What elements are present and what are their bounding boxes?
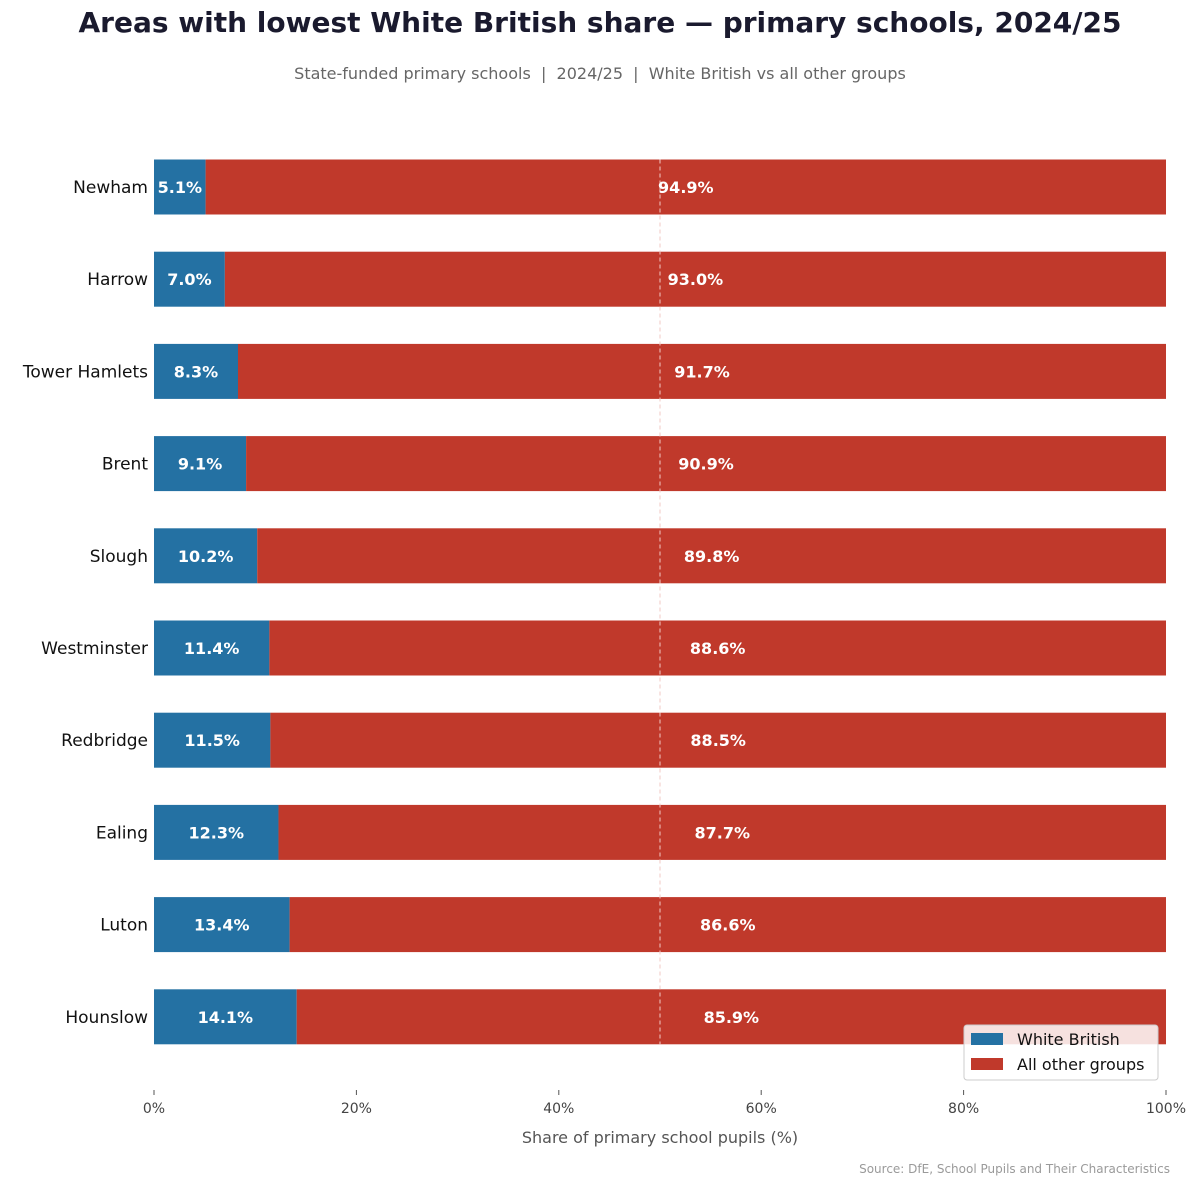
bar-white-british-2 [154,343,238,399]
legend-box [963,1024,1159,1081]
category-label: Hounslow [65,1008,148,1028]
data-label: 88.6% [690,639,746,658]
legend[interactable]: White British All other groups [963,1024,1159,1081]
category-label: Brent [102,455,149,475]
x-tick-label: 20% [341,1101,372,1117]
category-label: Redbridge [61,731,148,751]
data-label: 89.8% [684,547,740,566]
category-label: Westminster [41,639,148,659]
x-tick-label: 0% [143,1101,165,1117]
bar-white-british-3 [154,436,247,492]
chart-title: Areas with lowest White British share — … [78,6,1122,39]
data-label: 90.9% [678,455,734,474]
data-label: 88.5% [690,731,746,750]
bar-other-groups-6 [270,712,1166,768]
data-label: 12.3% [188,823,244,842]
bar-other-groups-4 [257,528,1166,584]
bar-white-british-4 [154,528,258,584]
bar-white-british-6 [154,712,271,768]
bar-white-british-0 [154,159,206,215]
bar-other-groups-5 [269,620,1166,676]
data-label: 7.0% [167,270,211,289]
category-label: Slough [90,547,148,567]
bar-other-groups-0 [205,159,1166,215]
data-label: 5.1% [158,178,202,197]
data-label: 94.9% [658,178,714,197]
category-label: Luton [100,916,148,936]
data-label: 87.7% [694,823,750,842]
data-label: 13.4% [194,916,250,935]
x-tick-label: 40% [543,1101,574,1117]
legend-entry: All other groups [1017,1055,1144,1074]
bar-white-british-8 [154,897,290,953]
legend-swatch [971,1058,1003,1070]
bar-white-british-1 [154,251,225,307]
data-label: 11.5% [184,731,240,750]
bar-white-british-5 [154,620,270,676]
source-note: Source: DfE, School Pupils and Their Cha… [859,1162,1170,1176]
data-label: 10.2% [178,547,234,566]
legend-swatch [971,1033,1003,1045]
chart-subtitle: State-funded primary schools | 2024/25 |… [294,64,906,83]
data-label: 9.1% [178,455,222,474]
x-axis: 0% 20% 40% 60% 80% 100% [143,1090,1186,1117]
legend-entry: White British [1017,1030,1120,1049]
bar-other-groups-7 [278,804,1166,860]
category-label: Ealing [96,823,148,843]
data-label: 14.1% [198,1008,254,1027]
category-label: Tower Hamlets [22,362,148,382]
bar-white-british-9 [154,989,297,1045]
x-tick-label: 60% [746,1101,777,1117]
bar-white-british-7 [154,804,279,860]
category-label: Newham [73,178,148,198]
x-axis-label: Share of primary school pupils (%) [522,1128,798,1147]
x-tick-label: 100% [1146,1101,1186,1117]
value-labels-group: 5.1% 94.9% 7.0% 93.0% 8.3% 91.7% 9.1% 90.9% 10.2… [158,178,759,1027]
bar-other-groups-3 [246,436,1167,492]
bar-other-groups-2 [237,343,1167,399]
data-label: 93.0% [668,270,724,289]
x-tick-label: 80% [948,1101,979,1117]
bar-other-groups-1 [224,251,1167,307]
data-label: 8.3% [174,362,218,381]
data-label: 91.7% [674,362,730,381]
category-label: Harrow [87,270,148,290]
bars-group [154,159,1167,1045]
bar-other-groups-8 [289,897,1166,953]
data-label: 86.6% [700,916,756,935]
data-label: 85.9% [704,1008,760,1027]
data-label: 11.4% [184,639,240,658]
category-labels-group: Newham Harrow Tower Hamlets Brent Slough West… [22,178,148,1028]
